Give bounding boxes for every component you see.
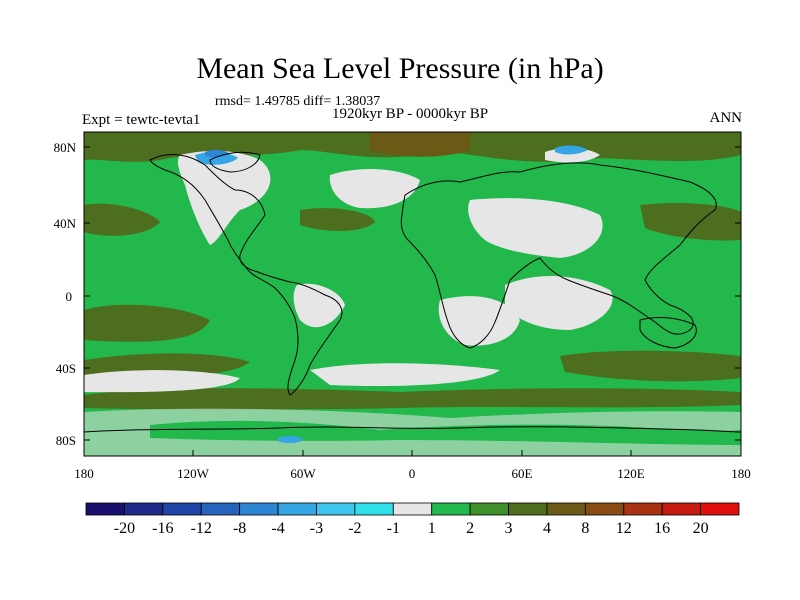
- map-title: Mean Sea Level Pressure (in hPa): [196, 52, 604, 85]
- colorbar-label: 2: [466, 520, 474, 537]
- colorbar-swatch: [508, 502, 548, 516]
- colorbar-label: -20: [114, 520, 135, 537]
- anomaly-field: [84, 132, 741, 456]
- coast-australia: [639, 317, 697, 349]
- colorbar-label: 4: [543, 520, 551, 537]
- stats-text: rmsd= 1.49785 diff= 1.38037: [215, 94, 381, 109]
- grey-asia: [468, 198, 603, 258]
- colorbar-swatch: [700, 502, 740, 516]
- blue-siberia: [555, 145, 588, 155]
- colorbar-swatch: [469, 502, 509, 516]
- lon-label: 60E: [512, 466, 533, 481]
- experiment-label: Expt = tewtc-tevta1: [82, 112, 201, 128]
- olive-southern-band: [84, 388, 741, 410]
- colorbar-label: -12: [191, 520, 212, 537]
- season-label: ANN: [709, 110, 743, 126]
- colorbar-label: -3: [310, 520, 323, 537]
- colorbar: -20 -16 -12 -8 -4 -3 -2 -1 1 2 3 4 8 12 16 20: [85, 502, 740, 537]
- colorbar-swatch: [392, 502, 433, 516]
- grey-s-pacific-south: [84, 370, 240, 393]
- colorbar-label: 12: [616, 520, 632, 537]
- colorbar-swatch: [546, 502, 586, 516]
- colorbar-label: 20: [693, 520, 709, 537]
- coastlines: [84, 151, 741, 433]
- colorbar-swatch: [354, 502, 394, 516]
- coast-americas: [149, 154, 343, 396]
- blue-antarctic: [278, 435, 304, 444]
- lon-label: 120W: [177, 466, 210, 481]
- colorbar-swatch: [85, 502, 125, 516]
- colorbar-label: -4: [271, 520, 284, 537]
- period-text: 1920kyr BP - 0000kyr BP: [331, 106, 489, 122]
- lon-label: 0: [409, 466, 416, 481]
- colorbar-swatch: [277, 502, 317, 516]
- coast-africa-eurasia: [400, 162, 717, 349]
- grey-s-atlantic-south: [310, 363, 500, 387]
- coast-greenland: [209, 151, 261, 173]
- colorbar-label: 8: [581, 520, 589, 537]
- colorbar-label: 3: [505, 520, 513, 537]
- colorbar-label: -1: [387, 520, 400, 537]
- lat-label: 0: [66, 289, 73, 304]
- north-polar-brown: [370, 132, 470, 157]
- olive-n-pacific-east: [640, 202, 741, 241]
- blue-greenland-core: [205, 149, 230, 158]
- lon-label: 180: [74, 466, 94, 481]
- olive-s-ocean-east: [560, 350, 741, 382]
- x-ticks: [83, 450, 742, 456]
- colorbar-swatch: [316, 502, 356, 516]
- colorbar-label: -2: [348, 520, 361, 537]
- colorbar-label: 1: [428, 520, 436, 537]
- y-ticks: [84, 146, 741, 441]
- grey-indian-ocean: [505, 275, 613, 330]
- lat-label: 40S: [56, 361, 76, 376]
- lat-label: 40N: [54, 216, 77, 231]
- colorbar-swatch: [200, 502, 241, 516]
- grey-north-atlantic: [329, 168, 420, 209]
- coast-antarctica: [84, 426, 741, 433]
- colorbar-label: -8: [233, 520, 246, 537]
- lat-label: 80S: [56, 433, 76, 448]
- colorbar-swatch: [431, 502, 471, 516]
- lon-label: 60W: [290, 466, 316, 481]
- colorbar-swatch: [584, 502, 625, 516]
- olive-s-pacific: [84, 304, 210, 342]
- colorbar-label: -16: [152, 520, 173, 537]
- colorbar-swatch: [124, 502, 164, 516]
- olive-n-pacific-west: [84, 203, 160, 236]
- grey-north-america: [177, 150, 271, 245]
- colorbar-swatch: [239, 502, 279, 516]
- colorbar-swatch: [661, 502, 701, 516]
- colorbar-label: 16: [654, 520, 670, 537]
- colorbar-swatch: [623, 502, 663, 516]
- colorbar-swatch: [162, 502, 202, 516]
- grey-south-america: [293, 283, 345, 328]
- lat-label: 80N: [54, 140, 77, 155]
- lon-label: 120E: [617, 466, 645, 481]
- olive-n-atlantic: [300, 208, 375, 231]
- lon-label: 180: [731, 466, 751, 481]
